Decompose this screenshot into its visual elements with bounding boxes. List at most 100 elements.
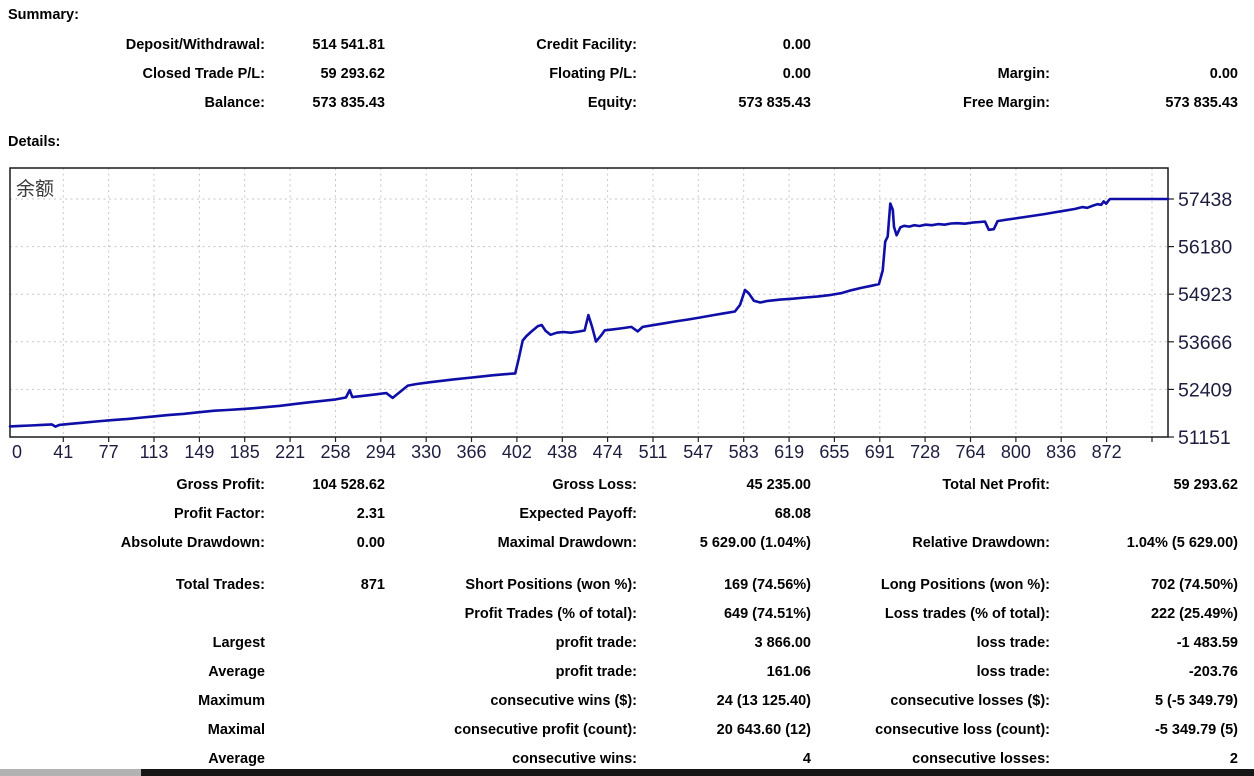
stat-label: consecutive wins:: [512, 751, 637, 767]
stat-value: 59 293.62: [1173, 477, 1238, 493]
x-tick-label: 402: [502, 442, 532, 462]
bottom-strip: [0, 769, 1254, 776]
x-tick-label: 836: [1046, 442, 1076, 462]
y-tick-label: 53666: [1178, 332, 1232, 354]
stat-label: Largest: [212, 635, 265, 651]
y-tick-label: 57438: [1178, 189, 1232, 211]
y-tick-label: 54923: [1178, 284, 1232, 306]
stat-label: loss trade:: [976, 635, 1050, 651]
chart-title: 余额: [16, 178, 54, 200]
stat-row: Absolute Drawdown: 0.00 Maximal Drawdown: 5…: [0, 535, 1254, 557]
summary-row: Closed Trade P/L: 59 293.62 Floating P/L: 0…: [0, 66, 1254, 88]
stat-label: consecutive wins ($):: [490, 693, 637, 709]
stat-value: -1 483.59: [1176, 635, 1238, 651]
stat-row: Gross Profit: 104 528.62 Gross Loss: 45 235…: [0, 477, 1254, 499]
stat-label: profit trade:: [555, 664, 637, 680]
summary-label: Credit Facility:: [536, 37, 637, 53]
stat-value: 5 629.00 (1.04%): [699, 535, 811, 551]
x-tick-label: 547: [683, 442, 713, 462]
y-tick-label: 56180: [1178, 237, 1232, 259]
summary-label: Deposit/Withdrawal:: [125, 37, 265, 53]
x-tick-label: 258: [320, 442, 350, 462]
stat-label: Gross Profit:: [176, 477, 265, 493]
stat-value: -5 349.79 (5): [1154, 722, 1238, 738]
stat-value: 68.08: [774, 506, 811, 522]
details-heading: Details:: [8, 134, 61, 150]
summary-heading: Summary:: [8, 7, 79, 23]
bottom-strip-light: [0, 769, 141, 776]
stat-value: 161.06: [766, 664, 811, 680]
x-tick-label: 41: [53, 442, 73, 462]
x-tick-label: 0: [12, 442, 22, 462]
summary-value: 59 293.62: [320, 66, 385, 82]
stat-value: 24 (13 125.40): [716, 693, 811, 709]
stat-value: 222 (25.49%): [1150, 606, 1238, 622]
stat-value: -203.76: [1188, 664, 1238, 680]
plot-area: [10, 168, 1168, 437]
summary-label: Equity:: [587, 95, 637, 111]
stat-row: Largest profit trade: 3 866.00 loss trade: -…: [0, 635, 1254, 657]
chart-border: [9, 167, 1169, 438]
summary-value: 0.00: [1209, 66, 1238, 82]
x-tick-label: 728: [910, 442, 940, 462]
x-tick-label: 800: [1001, 442, 1031, 462]
stat-label: Average: [208, 664, 265, 680]
balance-chart-svg: 57438 56180 54923 53666 52409 51151 0 41 77 113 14…: [8, 167, 1232, 462]
stat-value: 871: [360, 577, 385, 593]
stat-label: Expected Payoff:: [519, 506, 637, 522]
stat-label: Short Positions (won %):: [465, 577, 637, 593]
summary-label: Free Margin:: [962, 95, 1050, 111]
stat-value: 702 (74.50%): [1150, 577, 1238, 593]
stat-value: 3 866.00: [754, 635, 811, 651]
x-tick-label: 185: [230, 442, 260, 462]
summary-value: 514 541.81: [312, 37, 385, 53]
stat-label: Maximal: [207, 722, 265, 738]
stat-label: Gross Loss:: [552, 477, 637, 493]
summary-row: Deposit/Withdrawal: 514 541.81 Credit Faci…: [0, 37, 1254, 59]
stat-label: Maximum: [198, 693, 265, 709]
stat-value: 45 235.00: [746, 477, 811, 493]
stat-label: Absolute Drawdown:: [120, 535, 265, 551]
stat-label: profit trade:: [555, 635, 637, 651]
stat-value: 4: [802, 751, 811, 767]
x-tick-label: 474: [593, 442, 623, 462]
summary-value: 0.00: [782, 66, 811, 82]
x-tick-label: 764: [955, 442, 985, 462]
summary-value: 573 835.43: [312, 95, 385, 111]
stat-value: 169 (74.56%): [723, 577, 811, 593]
summary-row: Balance: 573 835.43 Equity: 573 835.43 Free …: [0, 95, 1254, 117]
stat-label: Relative Drawdown:: [912, 535, 1050, 551]
stat-label: loss trade:: [976, 664, 1050, 680]
stat-value: 0.00: [356, 535, 385, 551]
stat-label: consecutive loss (count):: [875, 722, 1050, 738]
summary-label: Balance:: [204, 95, 265, 111]
x-tick-label: 330: [411, 442, 441, 462]
x-tick-label: 619: [774, 442, 804, 462]
stat-row: Maximal consecutive profit (count): 20 643…: [0, 722, 1254, 744]
summary-value: 0.00: [782, 37, 811, 53]
stat-label: Long Positions (won %):: [880, 577, 1050, 593]
stat-label: consecutive losses ($):: [890, 693, 1050, 709]
summary-label: Margin:: [997, 66, 1050, 82]
stat-label: Maximal Drawdown:: [497, 535, 637, 551]
bottom-strip-dark: [141, 769, 1254, 776]
stat-label: Profit Trades (% of total):: [464, 606, 637, 622]
x-tick-label: 221: [275, 442, 305, 462]
x-tick-label: 113: [140, 442, 169, 462]
x-tick-label: 655: [819, 442, 849, 462]
stat-row: Average consecutive wins: 4 consecutive los…: [0, 751, 1254, 773]
stat-label: consecutive profit (count):: [454, 722, 637, 738]
x-tick-label: 438: [547, 442, 577, 462]
stat-value: 2.31: [356, 506, 385, 522]
summary-label: Floating P/L:: [549, 66, 637, 82]
stat-row: Maximum consecutive wins ($): 24 (13 125.4…: [0, 693, 1254, 715]
stat-row: Total Trades: 871 Short Positions (won %):…: [0, 577, 1254, 599]
stat-row: Profit Factor: 2.31 Expected Payoff: 68.08: [0, 506, 1254, 528]
y-tick-label: 52409: [1178, 379, 1232, 401]
stat-label: Loss trades (% of total):: [884, 606, 1050, 622]
y-tick-label: 51151: [1178, 427, 1231, 449]
stat-value: 1.04% (5 629.00): [1126, 535, 1238, 551]
summary-value: 573 835.43: [738, 95, 811, 111]
stat-label: consecutive losses:: [912, 751, 1050, 767]
